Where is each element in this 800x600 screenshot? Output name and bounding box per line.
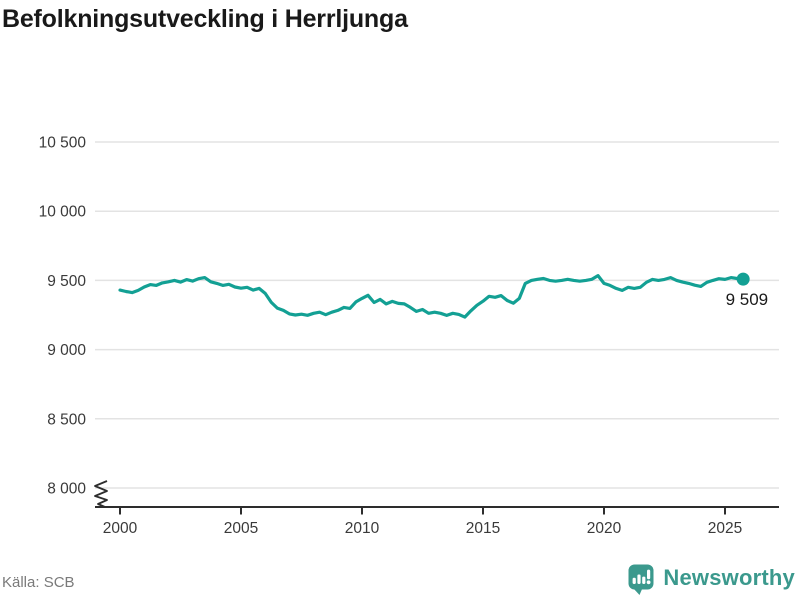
y-axis-tick-label: 9 000 — [47, 342, 86, 359]
x-axis-tick-label: 2000 — [103, 520, 138, 537]
population-series-line — [118, 274, 745, 319]
y-axis-tick-label: 8 500 — [47, 411, 86, 428]
newsworthy-logo[interactable]: Newsworthy — [628, 563, 795, 597]
x-axis-tick-label: 2025 — [708, 520, 742, 537]
x-axis-tick-label: 2020 — [587, 520, 622, 537]
x-axis-tick-label: 2010 — [345, 520, 380, 537]
axis-break-icon — [94, 480, 108, 508]
y-axis-tick-label: 8 000 — [47, 481, 86, 498]
last-point-dot — [736, 272, 750, 286]
last-value-label: 9 509 — [726, 290, 769, 309]
y-axis-tick-label: 10 000 — [39, 204, 87, 221]
y-axis-tick-label: 9 500 — [47, 273, 86, 290]
newsworthy-bubble-barchart-icon — [628, 564, 654, 595]
newsworthy-wordmark: Newsworthy — [663, 565, 795, 590]
population-line-chart: 8 000 8 500 9 000 9 500 10 000 10 500 2000 2005… — [39, 135, 779, 537]
y-axis-tick-label: 10 500 — [39, 135, 87, 152]
x-axis-tick-label: 2015 — [466, 520, 500, 537]
x-axis-tick-label: 2005 — [224, 520, 258, 537]
source-label: Källa: SCB — [2, 574, 75, 591]
page-title: Befolkningsutveckling i Herrljunga — [2, 5, 408, 33]
